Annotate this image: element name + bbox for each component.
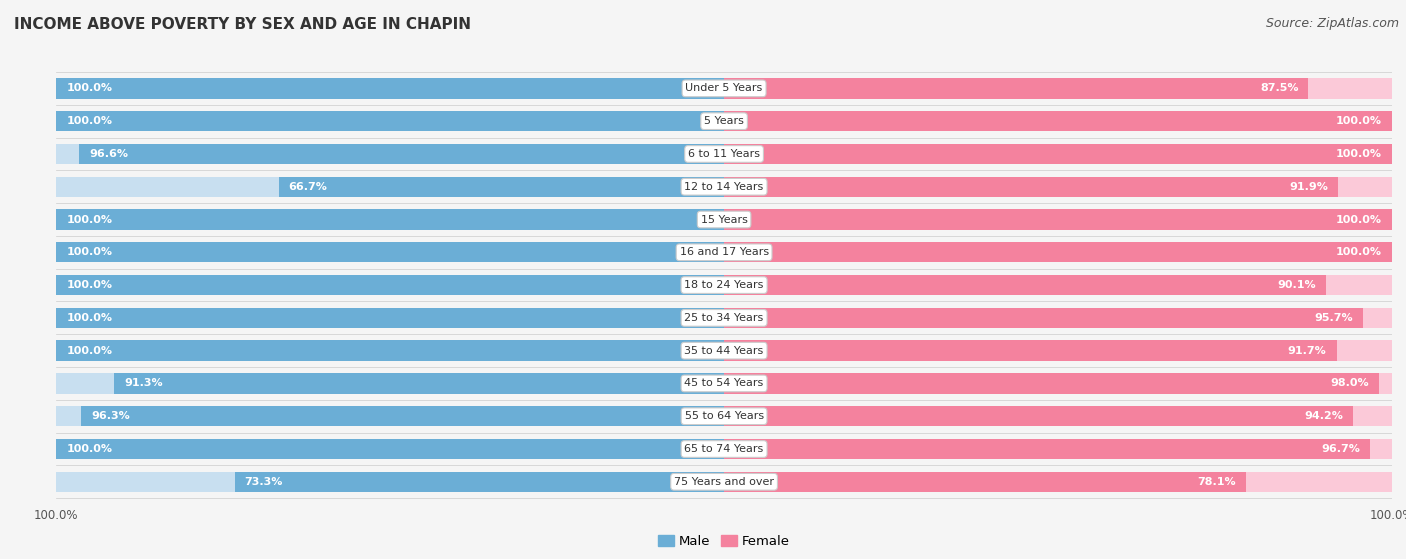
Bar (56, 373, 724, 394)
Text: 100.0%: 100.0% (66, 116, 112, 126)
Bar (82, 406, 724, 427)
Bar (724, 242, 1392, 263)
Text: 96.3%: 96.3% (91, 411, 129, 421)
Text: INCOME ABOVE POVERTY BY SEX AND AGE IN CHAPIN: INCOME ABOVE POVERTY BY SEX AND AGE IN C… (14, 17, 471, 32)
Bar (56, 210, 724, 230)
Bar (724, 307, 1364, 328)
Bar (56, 242, 724, 263)
Bar (56, 111, 724, 131)
Bar (724, 406, 1392, 427)
Text: 18 to 24 Years: 18 to 24 Years (685, 280, 763, 290)
Bar (724, 373, 1379, 394)
Text: 96.6%: 96.6% (89, 149, 128, 159)
Bar (114, 373, 724, 394)
Text: 100.0%: 100.0% (1336, 149, 1382, 159)
Bar (724, 275, 1392, 295)
Bar (724, 210, 1392, 230)
Text: 55 to 64 Years: 55 to 64 Years (685, 411, 763, 421)
Text: 95.7%: 95.7% (1315, 313, 1353, 323)
Bar (724, 307, 1392, 328)
Bar (56, 472, 724, 492)
Bar (724, 210, 1392, 230)
Bar (724, 275, 1326, 295)
Bar (724, 177, 1339, 197)
Bar (56, 439, 724, 459)
Bar (235, 472, 724, 492)
Text: 15 Years: 15 Years (700, 215, 748, 225)
Text: 100.0%: 100.0% (66, 313, 112, 323)
Bar (56, 340, 724, 361)
Text: 100.0%: 100.0% (1336, 116, 1382, 126)
Bar (724, 177, 1392, 197)
Text: 78.1%: 78.1% (1197, 477, 1236, 487)
Text: 91.3%: 91.3% (124, 378, 163, 389)
Text: 73.3%: 73.3% (245, 477, 283, 487)
Text: 12 to 14 Years: 12 to 14 Years (685, 182, 763, 192)
Text: 98.0%: 98.0% (1330, 378, 1368, 389)
Bar (724, 340, 1392, 361)
Text: 16 and 17 Years: 16 and 17 Years (679, 247, 769, 257)
Bar (56, 275, 724, 295)
Bar (278, 177, 724, 197)
Text: 96.7%: 96.7% (1322, 444, 1360, 454)
Bar (724, 406, 1353, 427)
Text: 75 Years and over: 75 Years and over (673, 477, 775, 487)
Bar (56, 177, 724, 197)
Text: 100.0%: 100.0% (66, 215, 112, 225)
Bar (724, 340, 1337, 361)
Text: 100.0%: 100.0% (66, 247, 112, 257)
Text: 5 Years: 5 Years (704, 116, 744, 126)
Bar (56, 210, 724, 230)
Bar (724, 242, 1392, 263)
Bar (56, 242, 724, 263)
Bar (56, 78, 724, 98)
Text: 100.0%: 100.0% (1336, 215, 1382, 225)
Text: Under 5 Years: Under 5 Years (686, 83, 762, 93)
Text: 94.2%: 94.2% (1305, 411, 1343, 421)
Bar (724, 78, 1309, 98)
Bar (56, 406, 724, 427)
Bar (56, 307, 724, 328)
Bar (56, 144, 724, 164)
Bar (724, 111, 1392, 131)
Bar (56, 111, 724, 131)
Text: 25 to 34 Years: 25 to 34 Years (685, 313, 763, 323)
Bar (724, 78, 1392, 98)
Bar (724, 472, 1392, 492)
Text: 100.0%: 100.0% (66, 280, 112, 290)
Text: 100.0%: 100.0% (1336, 247, 1382, 257)
Bar (724, 144, 1392, 164)
Text: 90.1%: 90.1% (1277, 280, 1316, 290)
Bar (56, 439, 724, 459)
Bar (56, 307, 724, 328)
Bar (724, 439, 1392, 459)
Text: 100.0%: 100.0% (66, 83, 112, 93)
Text: 45 to 54 Years: 45 to 54 Years (685, 378, 763, 389)
Text: 100.0%: 100.0% (66, 444, 112, 454)
Text: 6 to 11 Years: 6 to 11 Years (688, 149, 761, 159)
Bar (724, 373, 1392, 394)
Text: 100.0%: 100.0% (66, 345, 112, 356)
Bar (724, 111, 1392, 131)
Bar (56, 275, 724, 295)
Text: Source: ZipAtlas.com: Source: ZipAtlas.com (1265, 17, 1399, 30)
Text: 91.7%: 91.7% (1288, 345, 1326, 356)
Text: 91.9%: 91.9% (1289, 182, 1327, 192)
Text: 87.5%: 87.5% (1260, 83, 1299, 93)
Legend: Male, Female: Male, Female (652, 529, 796, 553)
Text: 65 to 74 Years: 65 to 74 Years (685, 444, 763, 454)
Bar (724, 472, 1246, 492)
Bar (79, 144, 724, 164)
Bar (56, 340, 724, 361)
Bar (724, 439, 1369, 459)
Text: 35 to 44 Years: 35 to 44 Years (685, 345, 763, 356)
Bar (724, 144, 1392, 164)
Bar (56, 78, 724, 98)
Text: 66.7%: 66.7% (288, 182, 328, 192)
